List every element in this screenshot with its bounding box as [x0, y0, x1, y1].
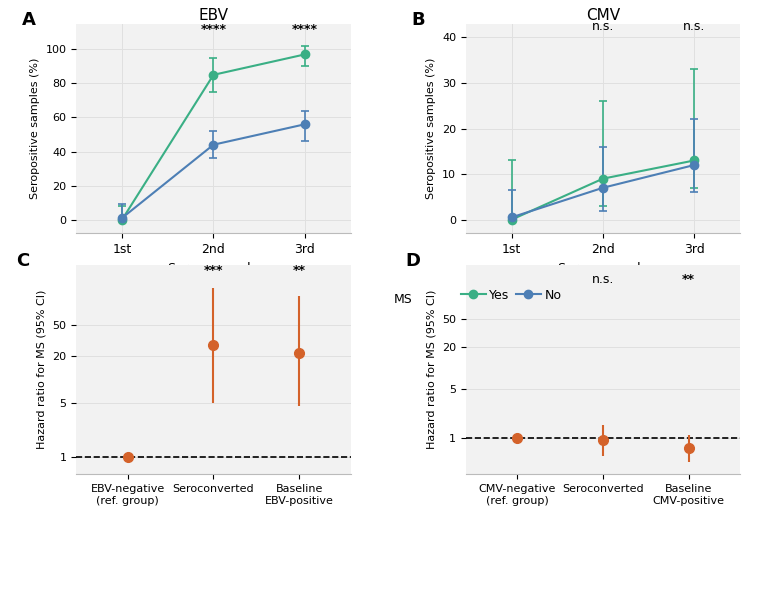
- Text: D: D: [405, 252, 420, 270]
- Legend: Yes, No: Yes, No: [456, 284, 567, 307]
- Y-axis label: Hazard ratio for MS (95% CI): Hazard ratio for MS (95% CI): [427, 290, 436, 449]
- Text: n.s.: n.s.: [683, 20, 706, 33]
- Title: CMV: CMV: [586, 8, 620, 23]
- Text: B: B: [411, 11, 424, 29]
- Text: ****: ****: [201, 23, 227, 36]
- Y-axis label: Seropositive samples (%): Seropositive samples (%): [30, 58, 40, 199]
- X-axis label: Serum sample: Serum sample: [169, 262, 259, 275]
- Text: n.s.: n.s.: [592, 273, 614, 286]
- X-axis label: Serum sample: Serum sample: [558, 262, 648, 275]
- Text: ****: ****: [292, 23, 318, 36]
- Y-axis label: Seropositive samples (%): Seropositive samples (%): [427, 58, 436, 199]
- Text: ***: ***: [204, 264, 224, 277]
- Text: n.s.: n.s.: [592, 20, 614, 33]
- Title: EBV: EBV: [198, 8, 228, 23]
- Text: C: C: [16, 252, 29, 270]
- Text: **: **: [293, 264, 306, 277]
- Text: MS: MS: [393, 293, 412, 306]
- Text: A: A: [21, 11, 35, 29]
- Y-axis label: Hazard ratio for MS (95% CI): Hazard ratio for MS (95% CI): [37, 290, 47, 449]
- Text: **: **: [682, 273, 695, 286]
